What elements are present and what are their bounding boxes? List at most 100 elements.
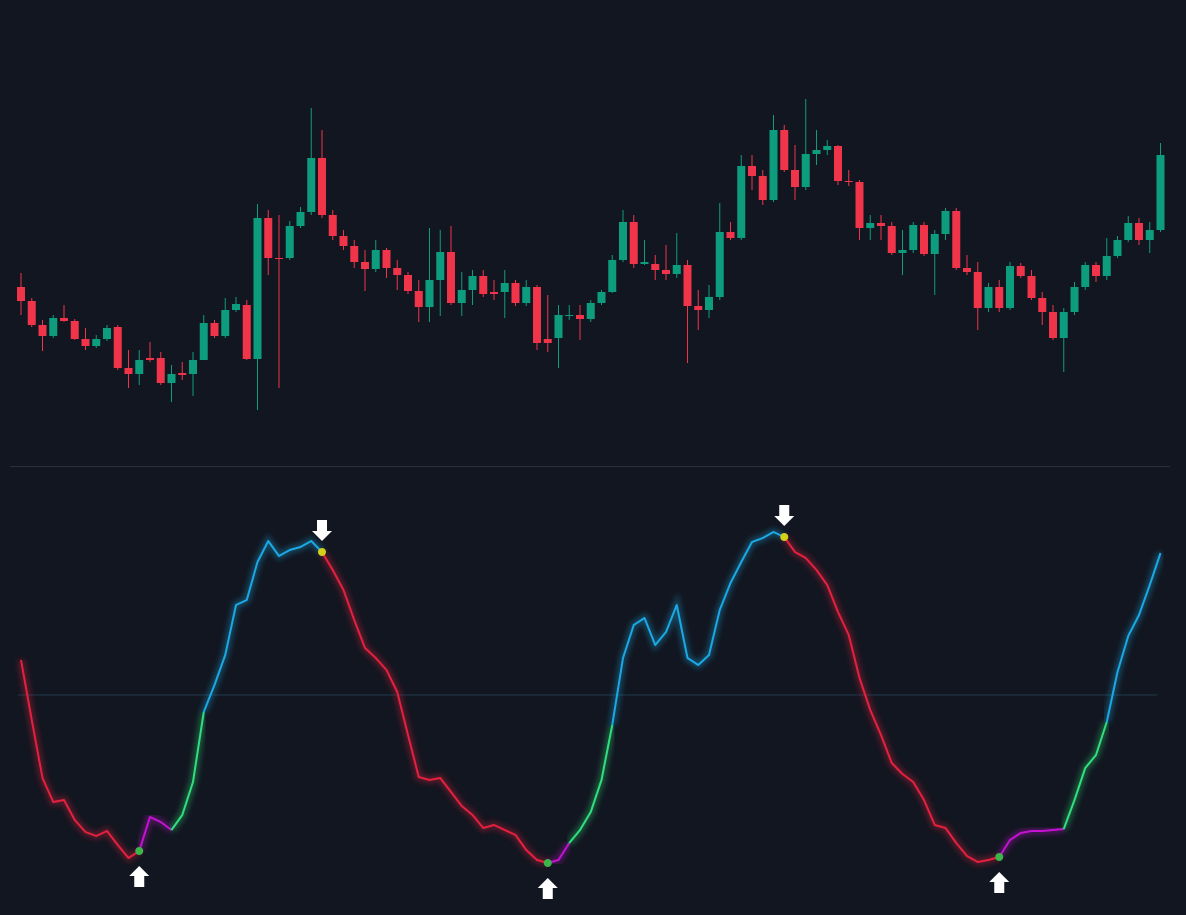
candle-body [339,236,348,246]
candle-body [27,301,36,325]
candle-body [17,287,25,301]
candle-body [457,290,466,303]
candle-body [1092,265,1100,276]
candle-body [135,360,144,374]
candle-body [855,182,864,228]
oscillator-line [170,711,205,831]
candle-body [930,234,939,254]
candle-body [81,339,90,346]
candle-body [124,368,133,374]
candle-body [694,306,703,310]
candle-body [318,158,326,215]
buy-dot [135,847,144,855]
candle-body [221,310,230,336]
line-glow [566,724,616,846]
candle-body [963,268,971,272]
oscillator-line [568,724,614,844]
candle-body [264,218,273,258]
candle-body [210,323,219,336]
candle-body [1156,155,1165,230]
candle-body [887,226,896,253]
oscillator-line [998,828,1064,858]
candle-body [38,325,47,336]
buy-arrow [129,866,150,887]
candle-body [146,358,154,360]
candle-body [780,130,789,170]
candle-body [823,146,832,150]
candle-body [1016,266,1025,276]
oscillator-line [20,659,140,859]
candle-body [49,318,58,336]
candle-body [103,328,111,339]
candle-body [1038,298,1047,312]
candle-body [941,211,950,234]
candle-body [715,232,724,297]
candle-body [586,303,595,319]
oscillator-line [611,531,785,726]
candle-body [769,130,778,200]
candle-body [877,223,885,226]
candle-body [576,315,584,319]
candle-body [629,222,638,264]
oscillator-line [1105,552,1162,723]
candle-body [1145,230,1154,240]
candle-body [533,287,541,343]
candle-body [1102,256,1111,276]
candle-body [543,339,552,343]
line-glow [781,534,1001,866]
candle-body [414,291,423,307]
candle-body [973,272,982,308]
candle-body [479,276,488,294]
candle-body [167,374,176,383]
candle-body [705,297,713,310]
candle-body [382,250,391,268]
candle-body [683,265,692,306]
candle-body [1135,223,1143,240]
candle-body [909,225,918,250]
candle-body [425,280,434,307]
candle-body [984,287,993,308]
oscillator-line [321,551,549,864]
candle-body [1006,266,1014,308]
candle-body [1113,240,1122,256]
candle-body [1081,265,1090,287]
candle-body [748,166,756,176]
oscillator-line [202,540,323,713]
candle-body [619,222,627,260]
line-glow [608,528,786,726]
sell-dot [318,548,326,556]
candle-body [866,223,875,228]
candle-body [554,315,563,338]
buy-arrow [989,872,1010,893]
candle-body [447,252,455,303]
candle-body [60,318,68,321]
candle-body [758,176,767,200]
candle-body [898,250,907,253]
candle-body [812,150,821,154]
candle-body [275,258,283,259]
buy-arrow [537,878,558,899]
candle-body [393,268,402,275]
candle-body [1070,287,1079,312]
candle-body [178,373,187,375]
candle-body [189,360,197,374]
candle-body [1027,276,1036,298]
candle-body [511,283,520,303]
candle-body [1124,223,1133,240]
candle-body [92,339,101,346]
candle-body [199,323,208,360]
candle-body [608,260,617,292]
candle-body [1049,312,1057,338]
candle-body [565,315,574,316]
oscillator-line [783,536,1000,863]
candle-body [672,265,681,274]
buy-dot [995,853,1004,861]
candle-body [640,262,649,264]
line-glow [200,534,325,714]
candle-body [328,215,337,236]
candle-body [995,287,1004,308]
candle-body [801,154,810,187]
sell-dot [780,533,789,541]
candle-body [285,226,294,258]
